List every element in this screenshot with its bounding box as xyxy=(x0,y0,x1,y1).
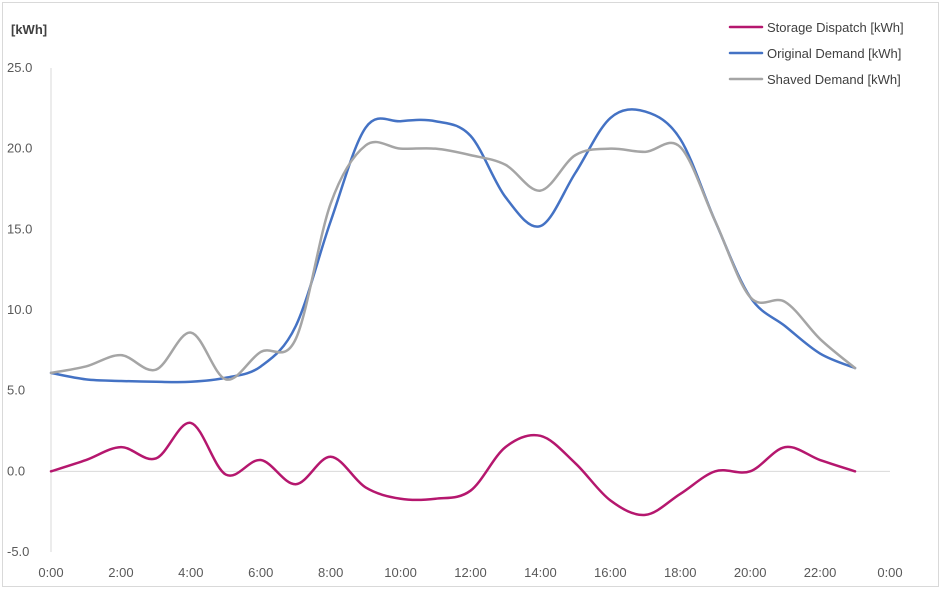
x-tick-label: 22:00 xyxy=(804,565,837,580)
x-tick-label: 2:00 xyxy=(108,565,133,580)
y-tick-label: 20.0 xyxy=(7,141,32,156)
x-tick-label: 14:00 xyxy=(524,565,557,580)
x-tick-label: 0:00 xyxy=(877,565,902,580)
y-tick-label: -5.0 xyxy=(7,544,29,559)
x-tick-label: 16:00 xyxy=(594,565,627,580)
x-tick-label: 8:00 xyxy=(318,565,343,580)
x-tick-label: 18:00 xyxy=(664,565,697,580)
x-tick-label: 4:00 xyxy=(178,565,203,580)
legend-item-shaved-demand: Shaved Demand [kWh] xyxy=(728,72,901,87)
series-line-storage-dispatch xyxy=(49,421,857,517)
y-tick-label: 0.0 xyxy=(7,463,25,478)
legend-item-storage-dispatch: Storage Dispatch [kWh] xyxy=(728,20,904,35)
x-tick-label: 0:00 xyxy=(38,565,63,580)
legend-label: Original Demand [kWh] xyxy=(767,46,901,61)
x-tick-label: 10:00 xyxy=(384,565,417,580)
y-axis-label: [kWh] xyxy=(11,22,47,37)
legend-item-original-demand: Original Demand [kWh] xyxy=(728,46,901,61)
y-tick-label: 25.0 xyxy=(7,60,32,75)
x-tick-label: 20:00 xyxy=(734,565,767,580)
x-tick-label: 6:00 xyxy=(248,565,273,580)
legend-label: Shaved Demand [kWh] xyxy=(767,72,901,87)
series-line-shaved-demand xyxy=(49,140,857,381)
x-tick-label: 12:00 xyxy=(454,565,487,580)
y-tick-label: 10.0 xyxy=(7,302,32,317)
legend-label: Storage Dispatch [kWh] xyxy=(767,20,904,35)
y-tick-label: 5.0 xyxy=(7,383,25,398)
y-tick-label: 15.0 xyxy=(7,221,32,236)
